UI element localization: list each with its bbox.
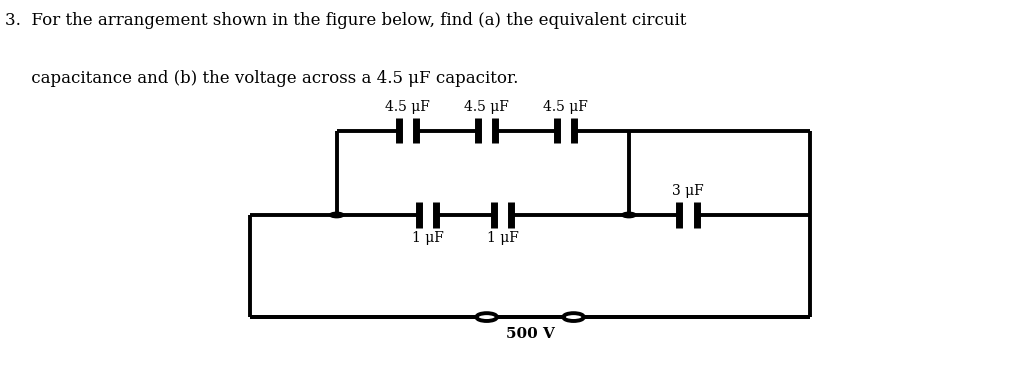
Circle shape	[477, 313, 497, 321]
Text: 4.5 μF: 4.5 μF	[385, 100, 430, 114]
Text: 4.5 μF: 4.5 μF	[465, 100, 510, 114]
Text: 500 V: 500 V	[505, 327, 554, 341]
Circle shape	[622, 212, 636, 218]
Circle shape	[564, 313, 584, 321]
Text: 1 μF: 1 μF	[412, 232, 443, 245]
Text: 1 μF: 1 μF	[486, 232, 519, 245]
Text: capacitance and (b) the voltage across a 4.5 μF capacitor.: capacitance and (b) the voltage across a…	[5, 70, 519, 87]
Text: 3 μF: 3 μF	[673, 184, 704, 199]
Text: 3.  For the arrangement shown in the figure below, find (a) the equivalent circu: 3. For the arrangement shown in the figu…	[5, 12, 687, 29]
Text: 4.5 μF: 4.5 μF	[543, 100, 588, 114]
Circle shape	[329, 212, 343, 218]
